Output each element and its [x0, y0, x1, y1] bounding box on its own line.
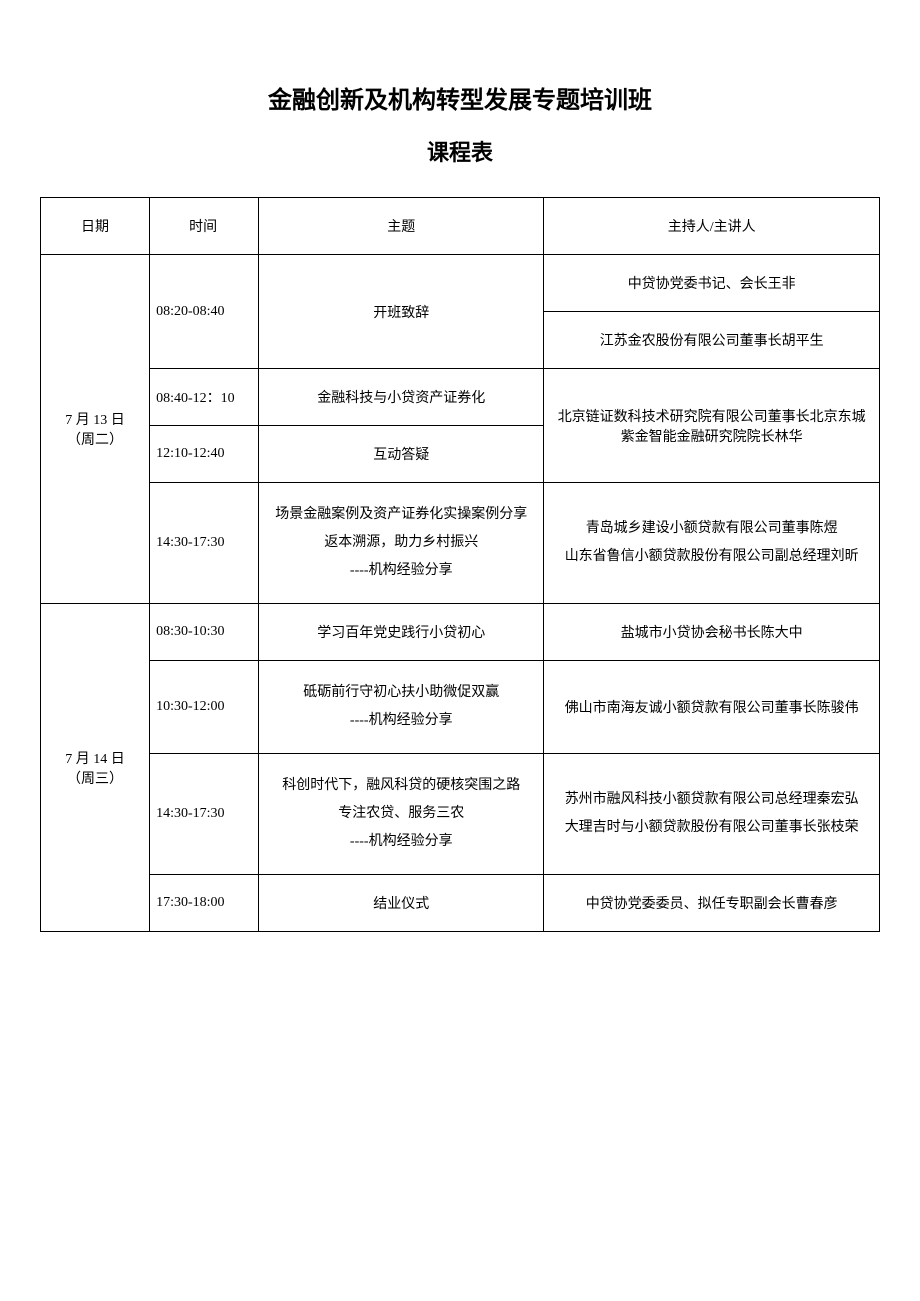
speaker-cell: 江苏金农股份有限公司董事长胡平生	[544, 312, 880, 369]
document-title: 金融创新及机构转型发展专题培训班	[40, 80, 880, 115]
time-cell: 10:30-12:00	[150, 661, 259, 754]
schedule-table: 日期 时间 主题 主持人/主讲人 7 月 13 日 （周二） 08:20-08:…	[40, 197, 880, 932]
topic-cell: 开班致辞	[259, 255, 544, 369]
speaker-cell: 盐城市小贷协会秘书长陈大中	[544, 604, 880, 661]
date-cell: 7 月 13 日 （周二）	[41, 255, 150, 604]
table-row: 14:30-17:30 场景金融案例及资产证券化实操案例分享 返本溯源，助力乡村…	[41, 483, 880, 604]
time-cell: 14:30-17:30	[150, 483, 259, 604]
time-cell: 12:10-12:40	[150, 426, 259, 483]
header-time: 时间	[150, 198, 259, 255]
table-row: 14:30-17:30 科创时代下，融风科贷的硬核突围之路 专注农贷、服务三农 …	[41, 754, 880, 875]
time-cell: 08:20-08:40	[150, 255, 259, 369]
table-row: 08:40-12：10 金融科技与小贷资产证券化 北京链证数科技术研究院有限公司…	[41, 369, 880, 426]
table-row: 7 月 13 日 （周二） 08:20-08:40 开班致辞 中贷协党委书记、会…	[41, 255, 880, 312]
topic-cell: 学习百年党史践行小贷初心	[259, 604, 544, 661]
header-topic: 主题	[259, 198, 544, 255]
document-subtitle: 课程表	[40, 135, 880, 167]
date-cell: 7 月 14 日 （周三）	[41, 604, 150, 932]
time-cell: 08:30-10:30	[150, 604, 259, 661]
time-cell: 14:30-17:30	[150, 754, 259, 875]
table-row: 7 月 14 日 （周三） 08:30-10:30 学习百年党史践行小贷初心 盐…	[41, 604, 880, 661]
table-row: 10:30-12:00 砥砺前行守初心扶小助微促双赢 ----机构经验分享 佛山…	[41, 661, 880, 754]
speaker-cell: 青岛城乡建设小额贷款有限公司董事陈煜 山东省鲁信小额贷款股份有限公司副总经理刘昕	[544, 483, 880, 604]
time-cell: 17:30-18:00	[150, 875, 259, 932]
topic-cell: 科创时代下，融风科贷的硬核突围之路 专注农贷、服务三农 ----机构经验分享	[259, 754, 544, 875]
topic-cell: 互动答疑	[259, 426, 544, 483]
speaker-cell: 北京链证数科技术研究院有限公司董事长北京东城紫金智能金融研究院院长林华	[544, 369, 880, 483]
time-cell: 08:40-12：10	[150, 369, 259, 426]
topic-cell: 金融科技与小贷资产证券化	[259, 369, 544, 426]
speaker-cell: 中贷协党委委员、拟任专职副会长曹春彦	[544, 875, 880, 932]
header-date: 日期	[41, 198, 150, 255]
topic-cell: 结业仪式	[259, 875, 544, 932]
topic-cell: 场景金融案例及资产证券化实操案例分享 返本溯源，助力乡村振兴 ----机构经验分…	[259, 483, 544, 604]
header-speaker: 主持人/主讲人	[544, 198, 880, 255]
table-header-row: 日期 时间 主题 主持人/主讲人	[41, 198, 880, 255]
speaker-cell: 苏州市融风科技小额贷款有限公司总经理秦宏弘 大理吉时与小额贷款股份有限公司董事长…	[544, 754, 880, 875]
table-row: 17:30-18:00 结业仪式 中贷协党委委员、拟任专职副会长曹春彦	[41, 875, 880, 932]
speaker-cell: 佛山市南海友诚小额贷款有限公司董事长陈骏伟	[544, 661, 880, 754]
speaker-cell: 中贷协党委书记、会长王非	[544, 255, 880, 312]
topic-cell: 砥砺前行守初心扶小助微促双赢 ----机构经验分享	[259, 661, 544, 754]
